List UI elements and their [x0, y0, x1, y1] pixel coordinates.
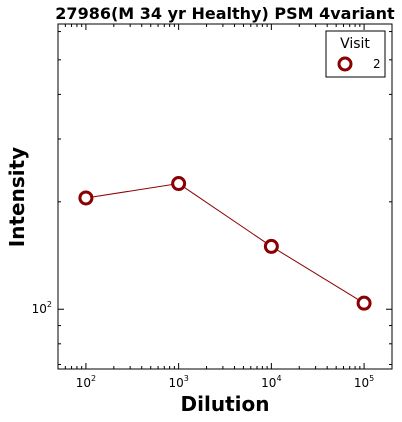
tick-labels: 102 103 104 105 102	[32, 300, 375, 390]
chart-title: 27986(M 34 yr Healthy) PSM 4variant	[55, 4, 395, 23]
legend-label: 2	[373, 57, 381, 71]
legend-marker	[337, 56, 353, 72]
x-tick-label: 105	[354, 374, 374, 390]
y-axis-label: Intensity	[5, 147, 29, 247]
series-layer	[78, 176, 372, 311]
data-point	[356, 295, 372, 311]
plot-area	[57, 23, 393, 370]
y-tick-label: 102	[32, 300, 52, 316]
legend: Visit 2	[325, 30, 386, 78]
data-point	[171, 176, 187, 192]
x-axis-label: Dilution	[181, 392, 270, 416]
minor-ticks	[58, 24, 392, 369]
x-tick-label: 103	[168, 374, 188, 390]
x-tick-label: 104	[261, 374, 281, 390]
series-line	[85, 183, 365, 304]
data-point	[263, 238, 279, 254]
legend-title: Visit	[340, 36, 370, 52]
x-tick-label: 102	[76, 374, 96, 390]
legend-box	[325, 30, 386, 78]
data-point	[78, 190, 94, 206]
major-ticks	[58, 24, 392, 369]
legend-entries: 2	[337, 56, 381, 72]
